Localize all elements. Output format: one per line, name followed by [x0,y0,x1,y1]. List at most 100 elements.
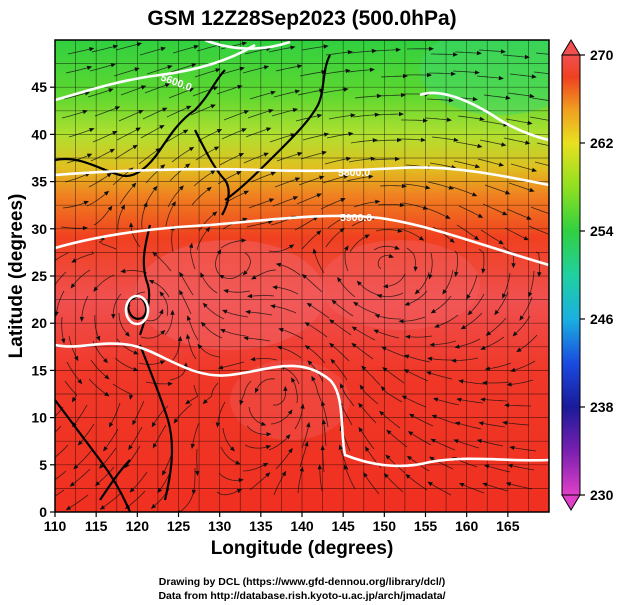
streamline [378,94,403,97]
streamline-arrowhead [474,235,480,241]
contour-5900-south [55,342,549,468]
streamline [192,422,200,447]
streamline-arrowhead [83,200,89,205]
streamline [193,468,196,492]
streamline [484,381,510,384]
streamline [270,411,292,425]
streamline [216,489,240,496]
streamline-arrowhead [404,301,410,306]
colorbar-ticks: 270 262 254 246 238 230 [580,47,614,503]
streamline-arrowhead [202,399,208,405]
streamline [55,252,69,262]
streamline [114,145,136,160]
streamline [282,366,300,385]
streamline-arrowhead [430,308,436,314]
streamline [275,65,300,72]
streamline [426,98,452,101]
streamline-arrowhead [506,382,512,387]
streamline [404,396,427,408]
streamline-arrowhead [340,383,345,389]
latitude-axis-ticks: 0 5 10 15 20 25 30 35 40 45 [31,79,55,520]
streamline [127,490,146,508]
streamline [138,361,163,365]
longitude-axis-ticks: 110 115 120 125 130 135 140 145 150 155 160 165 [44,512,520,534]
streamline [512,360,536,371]
streamline-arrowhead [111,314,116,320]
streamline [90,359,108,378]
streamline-arrowhead [450,71,456,76]
x-tick-label: 115 [85,518,108,534]
x-tick-label: 160 [455,518,479,534]
streamline [187,317,199,341]
streamline-arrowhead [505,482,512,487]
streamline-arrowhead [472,192,478,197]
streamline [226,290,251,293]
streamline [93,207,111,226]
y-tick-label: 40 [31,126,47,142]
streamline [384,368,405,384]
streamline [349,50,374,54]
streamline [275,450,292,470]
x-tick-label: 145 [331,518,355,534]
streamline-arrowhead [429,456,435,461]
streamline [431,53,456,55]
streamline [219,153,242,166]
streamline-arrowhead [452,52,458,57]
streamline-arrowhead [93,286,99,292]
streamline [87,89,112,98]
streamline-arrowhead [329,342,335,348]
streamline-arrowhead [235,460,241,465]
streamline-arrowhead [502,420,508,426]
streamline-arrowhead [159,308,164,315]
streamline [279,346,302,359]
streamline [408,335,433,338]
streamline [66,361,81,383]
streamline [484,483,509,492]
streamline-arrowhead [223,289,229,294]
streamline [429,162,454,168]
streamline [55,444,69,458]
streamline [388,431,408,448]
streamline [193,171,214,187]
streamline [457,422,482,430]
streamline [246,425,269,435]
streamline-arrowhead [554,185,559,189]
streamline [144,84,168,94]
streamline [292,379,298,404]
x-tick-label: 155 [414,518,438,534]
y-tick-label: 0 [39,504,47,520]
streamline [478,248,485,271]
streamline-arrowhead [245,309,251,315]
streamline-arrowhead [177,335,183,342]
streamline-arrowhead [500,49,506,54]
streamline-arrowhead [369,67,375,72]
streamline-arrowhead [388,253,394,258]
streamline-arrowhead [434,323,440,328]
streamline-arrowhead [170,309,175,315]
streamline-arrowhead [86,65,93,70]
streamline [506,208,530,219]
streamline-arrowhead [103,190,110,196]
y-tick-label: 25 [31,268,47,284]
streamline-arrowhead [359,384,365,390]
streamline [303,275,323,293]
streamline [220,240,244,249]
streamline [467,274,478,298]
streamline [71,468,91,486]
streamline [487,317,507,335]
streamline-arrowhead [109,422,114,428]
streamline [535,52,549,55]
streamline-arrowhead [456,397,462,402]
streamline-arrowhead [270,90,276,95]
streamline [506,404,531,407]
streamline-arrowhead [330,358,336,364]
warm-core-west [135,240,325,350]
streamline-arrowhead [405,474,411,479]
streamline [296,194,320,205]
streamline [120,86,144,96]
streamline-arrowhead [150,503,157,509]
streamline-arrowhead [205,226,211,233]
streamline [96,466,115,485]
streamline-arrowhead [556,72,561,76]
streamline-arrowhead [414,289,420,295]
